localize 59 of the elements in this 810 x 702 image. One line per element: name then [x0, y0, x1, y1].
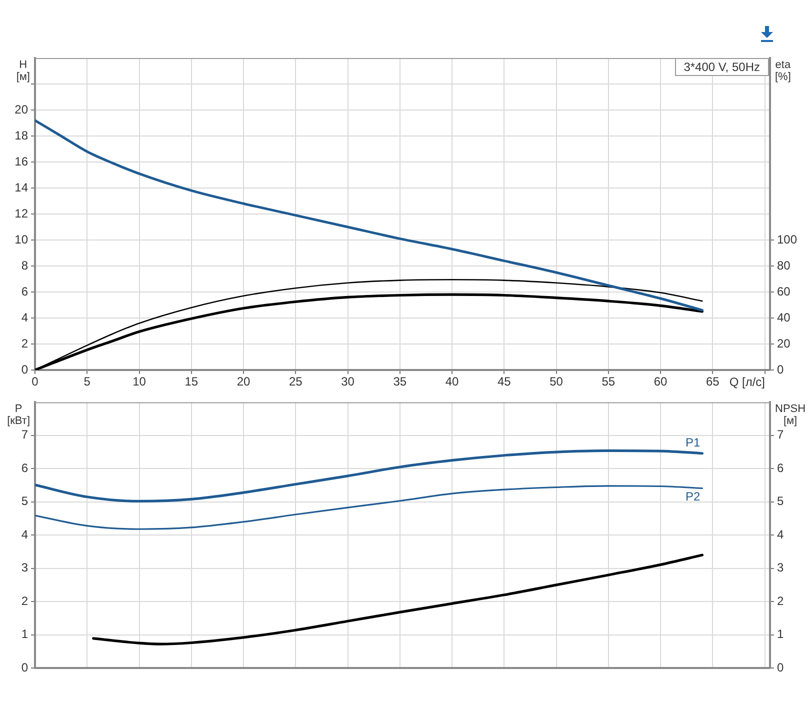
y-tick-label: 7 [21, 428, 28, 442]
x-tick-label: 20 [236, 374, 251, 389]
y-tick-label: 5 [21, 494, 28, 508]
y2-axis-title: NPSH [м] [775, 403, 806, 428]
x-tick-label: 45 [497, 374, 512, 389]
x-tick-label: 0 [32, 374, 39, 389]
y2-tick-label: 60 [777, 284, 791, 298]
y-tick-label: 4 [21, 310, 28, 324]
y2-tick-label: 0 [777, 660, 784, 674]
x-tick-label: 40 [445, 374, 460, 389]
x-tick-label: 65 [706, 374, 720, 389]
y2-axis-title: eta [%] [775, 59, 791, 83]
y2-tick-label: 7 [777, 428, 784, 442]
x-axis-title: Q [л/с] [729, 375, 765, 389]
y-tick-label: 6 [21, 284, 28, 298]
y-tick-label: 20 [14, 102, 28, 116]
x-tick-label: 10 [132, 374, 146, 389]
y-tick-label: 2 [21, 336, 28, 350]
y-tick-label: 18 [14, 128, 28, 142]
x-tick-label: 60 [654, 374, 668, 389]
y-tick-label: 16 [14, 154, 28, 168]
y2-tick-label: 6 [777, 460, 784, 475]
y2-tick-label: 2 [777, 594, 784, 608]
x-tick-label: 55 [602, 374, 616, 389]
y-axis-title: P [кВт] [7, 403, 30, 428]
x-tick-label: 5 [84, 374, 91, 389]
y2-tick-label: 100 [777, 232, 798, 246]
y-tick-label: 4 [21, 527, 28, 542]
y2-tick-label: 0 [777, 362, 784, 376]
series-label: P1 [686, 436, 701, 450]
y2-tick-label: 4 [777, 527, 784, 542]
x-tick-label: 30 [341, 374, 355, 389]
y-axis-title: H [м] [16, 59, 30, 83]
y-tick-label: 1 [21, 627, 28, 642]
x-tick-label: 25 [288, 374, 303, 389]
y-tick-label: 10 [14, 232, 28, 246]
y-tick-label: 2 [21, 594, 28, 608]
y2-tick-label: 5 [777, 494, 784, 508]
y-tick-label: 0 [21, 660, 28, 674]
y-tick-label: 6 [21, 460, 28, 475]
line-series [35, 485, 704, 530]
annotation: 3*400 V, 50Hz [674, 58, 769, 76]
y-tick-label: 0 [21, 362, 28, 376]
y2-tick-label: 80 [777, 258, 791, 272]
y-tick-label: 14 [14, 180, 28, 194]
x-tick-label: 50 [550, 374, 564, 389]
x-tick-label: 35 [393, 374, 407, 389]
y-tick-label: 3 [21, 560, 28, 575]
y-tick-label: 8 [21, 258, 28, 272]
line-series [92, 554, 704, 646]
y2-tick-label: 20 [777, 336, 791, 350]
x-tick-label: 15 [184, 374, 198, 389]
line-series [35, 119, 704, 312]
line-series [35, 449, 704, 503]
y2-tick-label: 1 [777, 627, 784, 642]
y2-tick-label: 40 [777, 310, 791, 324]
y2-tick-label: 3 [777, 560, 784, 575]
series-label: P2 [686, 490, 701, 504]
y-tick-label: 12 [14, 206, 28, 220]
